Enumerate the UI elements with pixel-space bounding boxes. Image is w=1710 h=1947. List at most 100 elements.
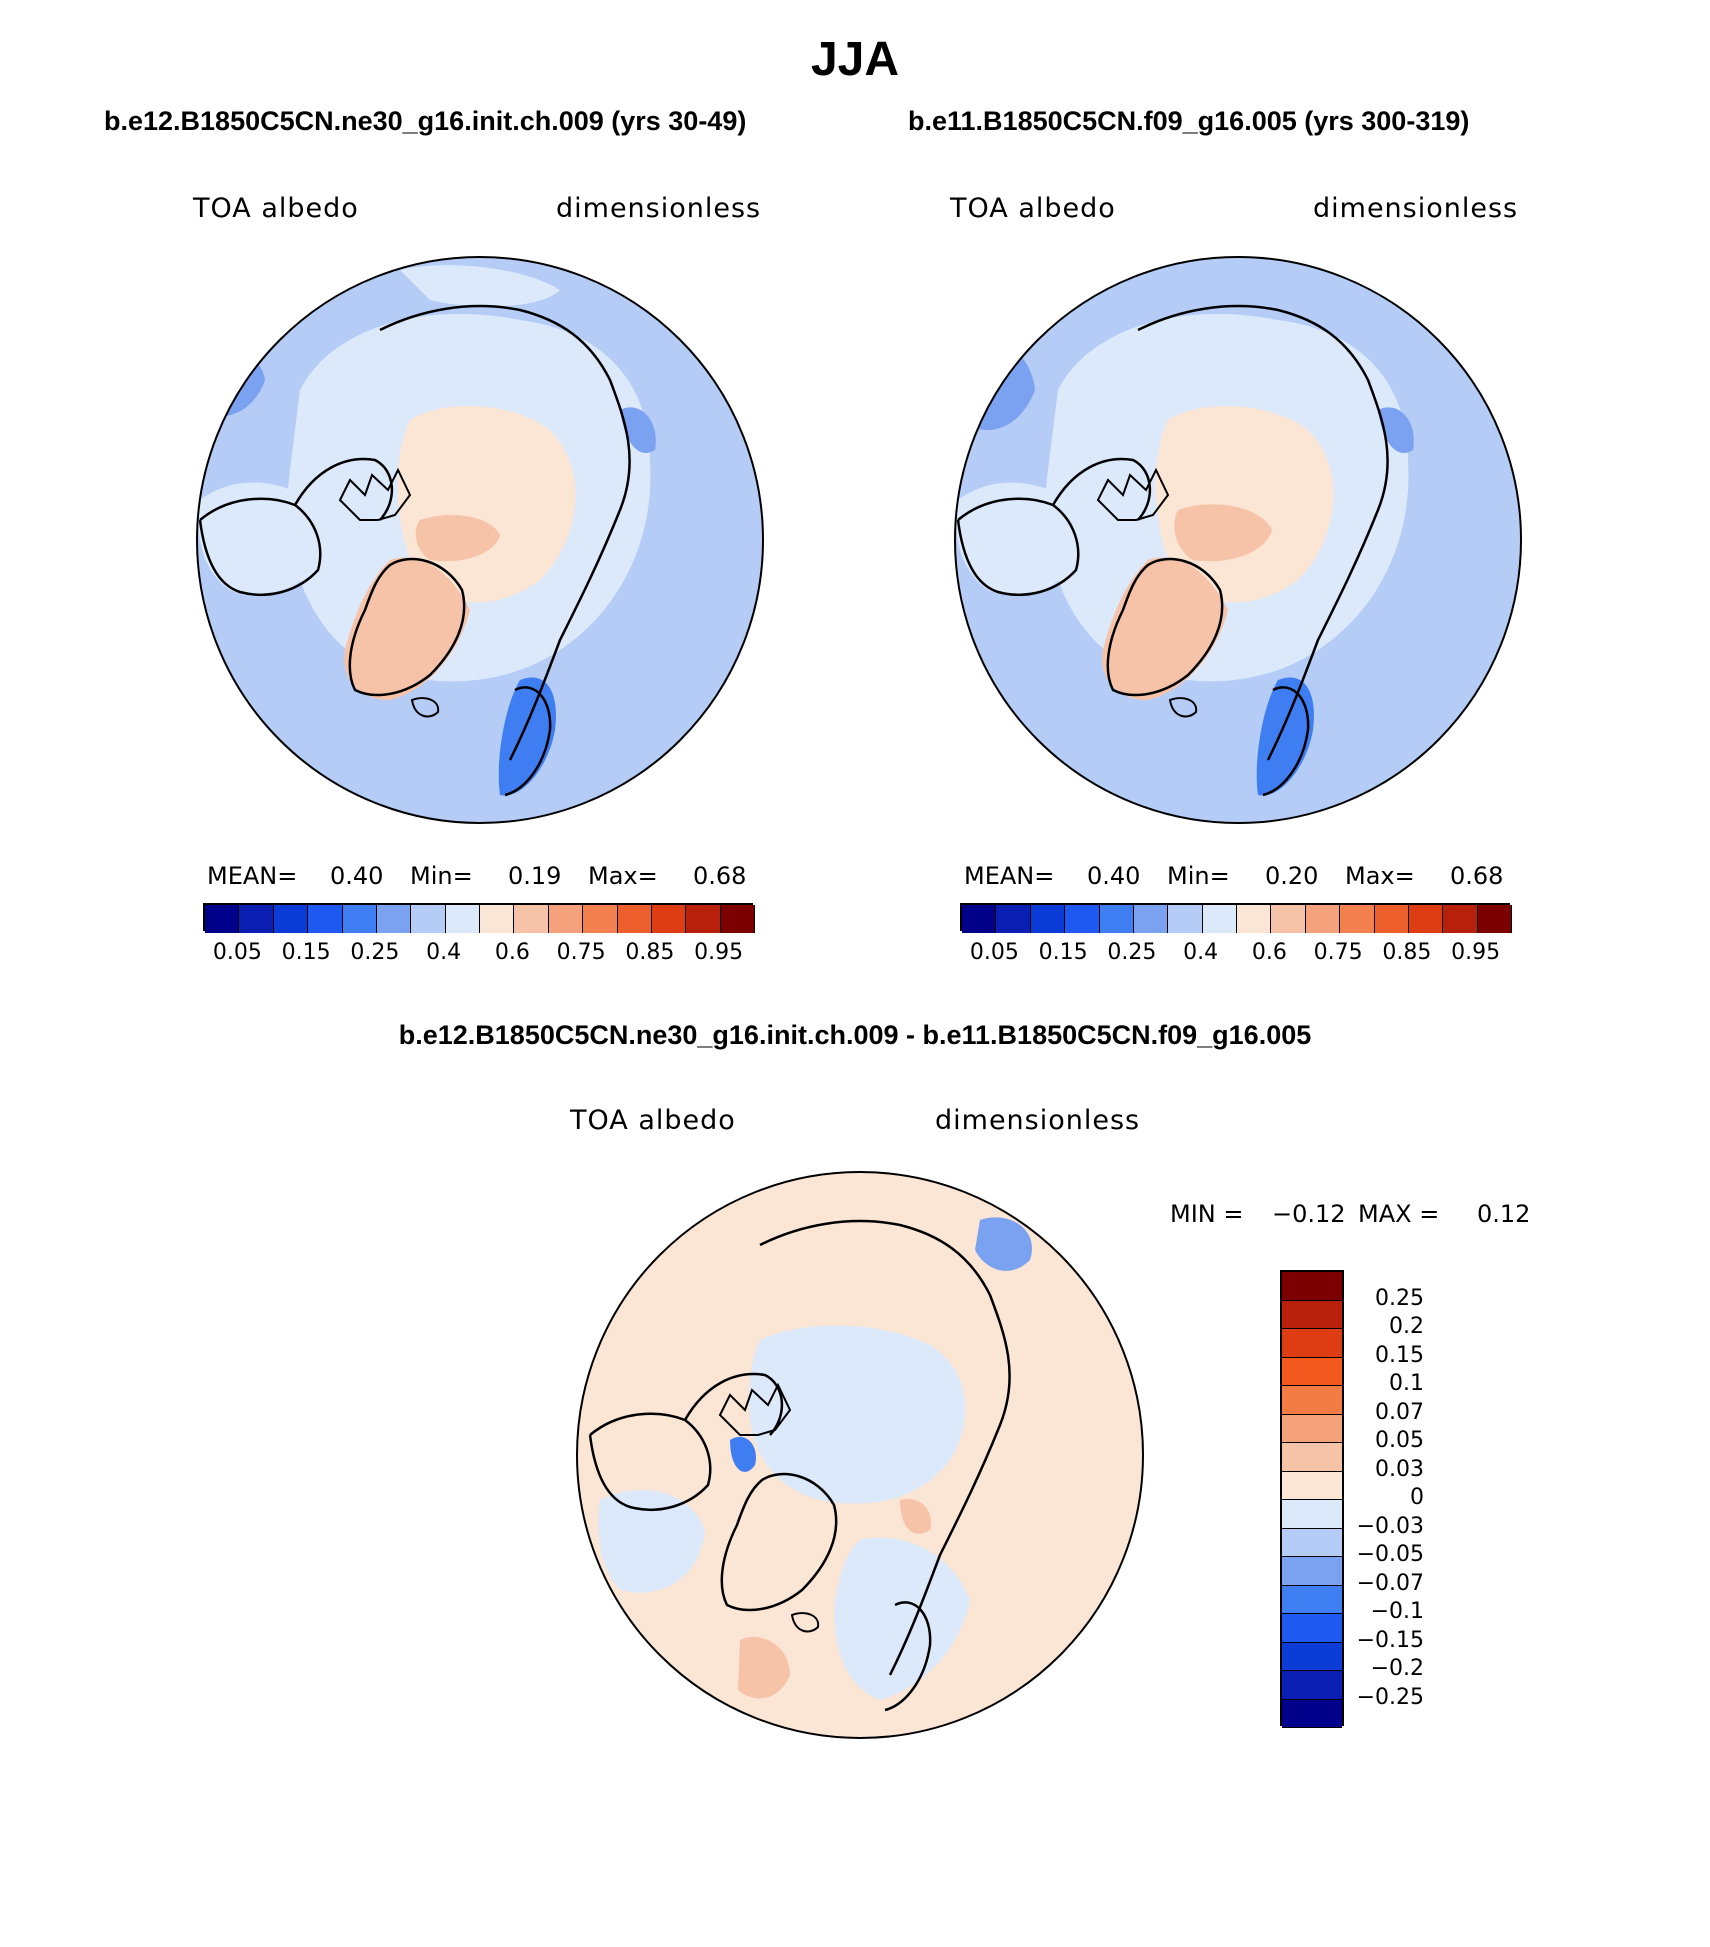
diff-units-label: dimensionless: [935, 1105, 1141, 1136]
panel-1-coastline-greenland: [348, 557, 466, 697]
panel-2-map-border: [954, 256, 1522, 824]
panel-1-coastline-iceland: [410, 697, 440, 718]
diff-colorbar-tick-label: 0.15: [1375, 1342, 1424, 1368]
colorbar-swatch: [1030, 905, 1066, 933]
panel-2-coastline-greenland: [1106, 557, 1224, 697]
panel-2-coastline-iceland: [1168, 697, 1198, 718]
diff-max-label: MAX =: [1358, 1200, 1440, 1228]
diff-coastline-canada: [588, 1372, 784, 1511]
diff-coastline-iceland: [790, 1612, 820, 1633]
colorbar-tick-label: 0.05: [969, 940, 1019, 965]
panel-2-min-value: 0.20: [1265, 862, 1319, 890]
panel-1-field-east-midblue: [620, 407, 656, 454]
colorbar-swatch: [480, 905, 515, 933]
panel-2-field-scandinavia-blue: [1256, 677, 1314, 796]
colorbar-tick-label: 0.6: [494, 940, 530, 965]
panel-1-field-west-light: [198, 482, 330, 597]
diff-colorbar-tick-label: 0.03: [1375, 1456, 1424, 1482]
panel-1-coastline-scandinavia: [504, 686, 552, 797]
diff-variable-label: TOA albedo: [570, 1105, 736, 1136]
panel-2-polar-map: [954, 256, 1522, 824]
panel-1-min-value: 0.19: [508, 862, 562, 890]
panel-2-coastline-canada: [956, 457, 1152, 596]
diff-colorbar-swatch: [1282, 1357, 1342, 1386]
panel-2-coastline-eurasia: [1137, 304, 1389, 761]
diff-colorbar-tick-label: −0.2: [1370, 1656, 1424, 1681]
diff-polar-map: [576, 1171, 1144, 1739]
diff-colorbar-tick-label: −0.25: [1356, 1684, 1424, 1710]
diff-colorbar-swatch: [1282, 1614, 1342, 1643]
diff-case-title: b.e12.B1850C5CN.ne30_g16.init.ch.009 - b…: [398, 1020, 1312, 1050]
panel-2-min-label: Min=: [1167, 862, 1230, 890]
panel-1-min-label: Min=: [410, 862, 473, 890]
diff-colorbar-tick-label: 0.25: [1375, 1285, 1424, 1311]
colorbar-swatch: [1305, 905, 1341, 933]
panel-2-case-title: b.e11.B1850C5CN.f09_g16.005 (yrs 300-319…: [908, 106, 1470, 136]
panel-2-colorbar-labels: 0.05 0.15 0.25 0.4 0.6 0.75 0.85 0.95: [960, 940, 1510, 970]
diff-field-southwest-salmon: [738, 1636, 790, 1699]
colorbar-tick-label: 0.4: [1183, 940, 1219, 965]
figure-title: JJA: [810, 33, 900, 86]
colorbar-tick-label: 0.85: [625, 940, 675, 965]
diff-colorbar-tick-label: −0.15: [1356, 1627, 1424, 1653]
diff-colorbar-swatch: [1282, 1557, 1342, 1586]
diff-colorbar-tick-label: 0.2: [1389, 1314, 1424, 1339]
colorbar-swatch: [583, 905, 618, 933]
diff-colorbar-tick-label: −0.07: [1356, 1570, 1424, 1596]
panel-1-field-north-light: [400, 265, 560, 307]
diff-field-east-salmon: [900, 1499, 931, 1534]
diff-colorbar-tick-label: 0.05: [1375, 1428, 1424, 1453]
panel-1-mean-value: 0.40: [330, 862, 384, 890]
diff-colorbar-swatch: [1282, 1443, 1342, 1472]
panel-2-field-west-light: [956, 482, 1088, 597]
colorbar-tick-label: 0.95: [694, 940, 744, 965]
panel-1-coastline-eurasia: [379, 304, 631, 761]
panel-2-field-east-midblue: [1378, 407, 1414, 454]
colorbar-tick-label: 0.15: [1038, 940, 1088, 965]
colorbar-swatch: [962, 905, 997, 933]
diff-colorbar-swatch: [1282, 1386, 1342, 1415]
diff-colorbar-swatch: [1282, 1272, 1342, 1301]
panel-1-map-border: [196, 256, 764, 824]
colorbar-swatch: [205, 905, 240, 933]
panel-2-coastline-archipelago: [1096, 467, 1170, 521]
diff-coastline-greenland: [720, 1472, 838, 1612]
diff-colorbar-tick-label: −0.03: [1356, 1513, 1424, 1539]
diff-colorbar-swatch: [1282, 1528, 1342, 1557]
diff-colorbar-tick-label: 0: [1410, 1485, 1424, 1510]
colorbar-swatch: [273, 905, 309, 933]
colorbar-swatch: [720, 905, 755, 933]
diff-coastline-scandinavia: [884, 1601, 932, 1712]
diff-colorbar-swatch: [1282, 1500, 1342, 1529]
panel-2-colorbar: [960, 903, 1512, 933]
diff-max-value: 0.12: [1477, 1200, 1531, 1228]
panel-1-colorbar: [203, 903, 755, 933]
colorbar-tick-label: 0.25: [350, 940, 400, 965]
panel-1-colorbar-labels: 0.05 0.15 0.25 0.4 0.6 0.75 0.85 0.95: [203, 940, 753, 970]
colorbar-tick-label: 0.4: [426, 940, 462, 965]
diff-field-northeast-blue: [975, 1217, 1032, 1271]
colorbar-swatch: [1408, 905, 1444, 933]
panel-2-variable-label: TOA albedo: [950, 193, 1116, 224]
colorbar-tick-label: 0.95: [1451, 940, 1501, 965]
diff-coastline-eurasia: [759, 1219, 1011, 1676]
diff-colorbar-swatch: [1282, 1329, 1342, 1358]
diff-field-archipelago-blue: [730, 1436, 756, 1472]
colorbar-tick-label: 0.75: [1313, 940, 1363, 965]
colorbar-swatch: [1443, 905, 1478, 933]
panel-1-coastline-archipelago: [338, 467, 412, 521]
colorbar-swatch: [1271, 905, 1306, 933]
diff-min-label: MIN =: [1170, 1200, 1244, 1228]
colorbar-swatch: [651, 905, 687, 933]
panel-1-mean-label: MEAN=: [207, 862, 298, 890]
panel-1-field-scandinavia-blue: [498, 677, 556, 796]
diff-field-west-light-blue: [598, 1490, 705, 1593]
colorbar-swatch: [1168, 905, 1203, 933]
colorbar-tick-label: 0.05: [212, 940, 262, 965]
panel-1-polar-map: [196, 256, 764, 824]
panel-1-max-label: Max=: [588, 862, 658, 890]
panel-2-mean-label: MEAN=: [964, 862, 1055, 890]
diff-map-border: [576, 1171, 1144, 1739]
diff-colorbar-swatch: [1282, 1300, 1342, 1329]
